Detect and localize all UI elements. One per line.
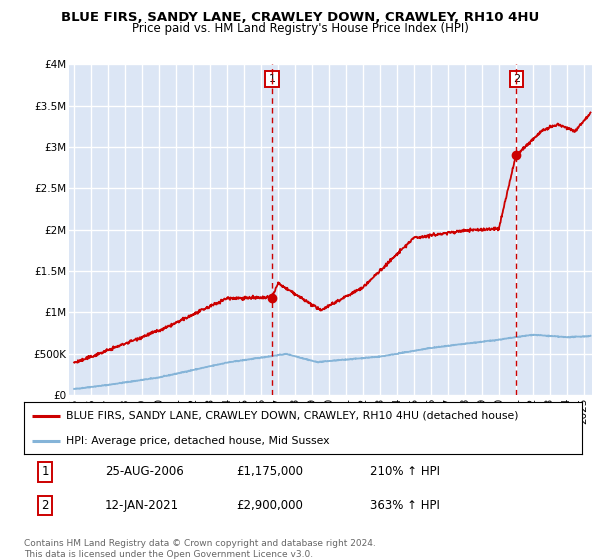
Text: £1,175,000: £1,175,000: [236, 465, 303, 478]
Text: 2: 2: [41, 499, 49, 512]
Text: 363% ↑ HPI: 363% ↑ HPI: [370, 499, 440, 512]
Text: £2,900,000: £2,900,000: [236, 499, 303, 512]
Text: 12-JAN-2021: 12-JAN-2021: [105, 499, 179, 512]
Text: HPI: Average price, detached house, Mid Sussex: HPI: Average price, detached house, Mid …: [66, 436, 329, 446]
Text: BLUE FIRS, SANDY LANE, CRAWLEY DOWN, CRAWLEY, RH10 4HU: BLUE FIRS, SANDY LANE, CRAWLEY DOWN, CRA…: [61, 11, 539, 24]
Text: 25-AUG-2006: 25-AUG-2006: [105, 465, 184, 478]
Text: 1: 1: [41, 465, 49, 478]
Text: BLUE FIRS, SANDY LANE, CRAWLEY DOWN, CRAWLEY, RH10 4HU (detached house): BLUE FIRS, SANDY LANE, CRAWLEY DOWN, CRA…: [66, 411, 518, 421]
Text: 210% ↑ HPI: 210% ↑ HPI: [370, 465, 440, 478]
Text: 1: 1: [268, 74, 275, 84]
Text: Contains HM Land Registry data © Crown copyright and database right 2024.
This d: Contains HM Land Registry data © Crown c…: [24, 539, 376, 559]
Text: Price paid vs. HM Land Registry's House Price Index (HPI): Price paid vs. HM Land Registry's House …: [131, 22, 469, 35]
Text: 2: 2: [513, 74, 520, 84]
